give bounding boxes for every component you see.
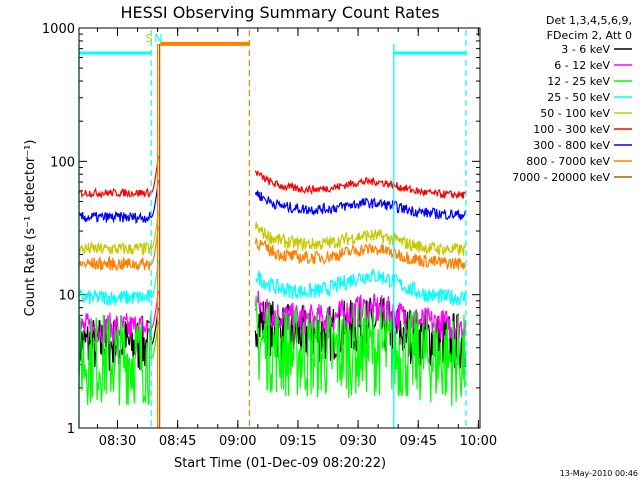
- legend-entry-label: 50 - 100 keV: [540, 107, 610, 120]
- axes: 1 10 100 1000 08:30 08:45 09:00 09:15 09:30 09:45…: [42, 22, 497, 449]
- series-line-pre: [78, 314, 159, 406]
- x-tick-label: 09:30: [339, 434, 376, 449]
- series-line-post: [255, 268, 467, 306]
- series-line-post: [254, 170, 467, 200]
- series-line-pre: [78, 180, 159, 224]
- y-tick-label: 1: [67, 422, 75, 437]
- legend-entry-label: 300 - 800 keV: [533, 139, 610, 152]
- legend-entry-label: 7000 - 20000 keV: [512, 171, 610, 184]
- series-layer: [78, 155, 467, 406]
- plot-frame: [78, 27, 481, 429]
- x-tick-label: 09:15: [279, 434, 316, 449]
- series-line-post: [254, 190, 467, 221]
- y-axis-label: Count Rate (s⁻¹ detector⁻¹): [23, 140, 38, 317]
- legend-header-line: Det 1,3,4,5,6,9,: [546, 14, 632, 27]
- series-line-post: [254, 295, 467, 406]
- y-tick-label: 100: [50, 155, 75, 170]
- legend-entry-label: 25 - 50 keV: [547, 91, 610, 104]
- series-line-post: [254, 221, 467, 256]
- series-line-post: [254, 236, 467, 270]
- series-line-pre: [78, 211, 159, 256]
- legend-entry-label: 3 - 6 keV: [561, 43, 610, 56]
- y-tick-label: 1000: [42, 22, 75, 37]
- legend-entry-label: 6 - 12 keV: [554, 59, 610, 72]
- event-label: S: [146, 32, 153, 45]
- x-tick-label: 10:00: [460, 434, 497, 449]
- x-tick-label: 08:45: [159, 434, 196, 449]
- chart-title: HESSI Observing Summary Count Rates: [120, 3, 439, 22]
- x-tick-label: 09:45: [400, 434, 437, 449]
- series-line-post: [254, 290, 467, 341]
- legend-header-line: FDecim 2, Att 0: [547, 29, 632, 42]
- legend-entry-label: 100 - 300 keV: [533, 123, 610, 136]
- event-label: N: [154, 32, 162, 45]
- x-tick-label: 08:30: [99, 434, 136, 449]
- series-line-pre: [78, 226, 159, 271]
- y-tick-label: 10: [58, 289, 75, 304]
- legend-entry-label: 12 - 25 keV: [547, 75, 610, 88]
- series-line-pre: [78, 155, 159, 199]
- footer-date: 13-May-2010 00:46: [560, 469, 638, 478]
- x-tick-label: 09:00: [219, 434, 256, 449]
- legend: Det 1,3,4,5,6,9, FDecim 2, Att 03 - 6 keV…: [512, 14, 632, 184]
- x-axis-label: Start Time (01-Dec-09 08:20:22): [174, 456, 386, 471]
- series-line-pre: [78, 260, 159, 306]
- legend-entry-label: 800 - 7000 keV: [526, 155, 610, 168]
